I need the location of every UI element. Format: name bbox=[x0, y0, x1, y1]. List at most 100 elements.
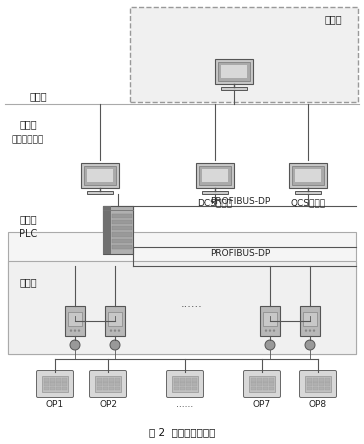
Bar bbox=[97, 387, 102, 390]
Bar bbox=[295, 191, 321, 194]
Bar bbox=[95, 376, 121, 392]
Bar bbox=[81, 163, 119, 188]
Bar bbox=[68, 312, 82, 325]
Text: DCS上位机: DCS上位机 bbox=[198, 198, 233, 207]
Bar bbox=[307, 378, 312, 381]
Bar bbox=[249, 376, 275, 392]
Bar bbox=[112, 238, 131, 243]
Bar bbox=[172, 376, 198, 392]
FancyBboxPatch shape bbox=[36, 370, 74, 397]
Bar bbox=[307, 382, 312, 386]
Bar bbox=[50, 378, 55, 381]
Bar bbox=[257, 387, 262, 390]
Bar bbox=[269, 382, 274, 386]
Bar bbox=[313, 382, 318, 386]
Bar bbox=[112, 245, 131, 249]
Bar bbox=[300, 306, 320, 336]
Bar bbox=[192, 378, 197, 381]
Text: ......: ...... bbox=[181, 299, 203, 309]
Bar bbox=[269, 387, 274, 390]
Bar bbox=[192, 382, 197, 386]
Bar bbox=[251, 387, 256, 390]
Bar bbox=[307, 387, 312, 390]
Bar bbox=[103, 382, 108, 386]
Bar bbox=[56, 378, 61, 381]
Text: 传动部上位机: 传动部上位机 bbox=[12, 135, 44, 144]
Bar bbox=[292, 166, 324, 185]
Bar bbox=[112, 226, 131, 230]
Bar bbox=[295, 170, 321, 182]
Bar bbox=[289, 163, 327, 188]
Bar bbox=[109, 387, 114, 390]
Bar bbox=[65, 306, 85, 336]
Bar bbox=[103, 387, 108, 390]
Text: PROFIBUS-DP: PROFIBUS-DP bbox=[210, 250, 270, 258]
Circle shape bbox=[265, 329, 267, 332]
Bar bbox=[186, 387, 191, 390]
Bar bbox=[202, 170, 228, 182]
Bar bbox=[87, 191, 113, 194]
Bar bbox=[263, 378, 268, 381]
Bar bbox=[180, 382, 185, 386]
Bar bbox=[112, 226, 131, 230]
Bar bbox=[87, 170, 113, 182]
Text: OP8: OP8 bbox=[309, 400, 327, 408]
Bar bbox=[103, 206, 111, 254]
Bar bbox=[130, 7, 358, 102]
Circle shape bbox=[110, 340, 120, 350]
Bar bbox=[44, 382, 49, 386]
Bar bbox=[221, 87, 247, 90]
Bar bbox=[202, 191, 228, 194]
FancyBboxPatch shape bbox=[90, 370, 127, 397]
Text: ......: ...... bbox=[177, 400, 194, 408]
Text: 第三级: 第三级 bbox=[19, 119, 37, 129]
Bar bbox=[62, 387, 67, 390]
Bar bbox=[174, 387, 179, 390]
Bar bbox=[62, 378, 67, 381]
Bar bbox=[325, 378, 331, 381]
Bar bbox=[103, 206, 111, 254]
Bar bbox=[112, 214, 131, 218]
Circle shape bbox=[74, 329, 76, 332]
Bar bbox=[269, 378, 274, 381]
Bar bbox=[319, 382, 324, 386]
Bar bbox=[97, 382, 102, 386]
Bar bbox=[192, 387, 197, 390]
FancyBboxPatch shape bbox=[300, 370, 336, 397]
Bar bbox=[50, 387, 55, 390]
Bar bbox=[112, 220, 131, 224]
Bar bbox=[174, 382, 179, 386]
Circle shape bbox=[78, 329, 80, 332]
Bar bbox=[180, 387, 185, 390]
Bar bbox=[112, 238, 131, 243]
Text: 以太网: 以太网 bbox=[29, 91, 47, 101]
Circle shape bbox=[309, 329, 311, 332]
Bar bbox=[180, 378, 185, 381]
Bar bbox=[263, 387, 268, 390]
Bar bbox=[56, 387, 61, 390]
Circle shape bbox=[118, 329, 120, 332]
Text: OP1: OP1 bbox=[46, 400, 64, 408]
Text: OP2: OP2 bbox=[99, 400, 117, 408]
Bar bbox=[115, 378, 120, 381]
Bar bbox=[319, 378, 324, 381]
Circle shape bbox=[313, 329, 315, 332]
Bar bbox=[44, 387, 49, 390]
Bar bbox=[44, 378, 49, 381]
Circle shape bbox=[110, 329, 112, 332]
Bar bbox=[251, 382, 256, 386]
Bar bbox=[103, 206, 133, 254]
Bar bbox=[186, 382, 191, 386]
Bar bbox=[325, 382, 331, 386]
Bar bbox=[8, 232, 356, 354]
FancyBboxPatch shape bbox=[166, 370, 203, 397]
Bar bbox=[112, 245, 131, 249]
Bar bbox=[103, 206, 133, 254]
Bar bbox=[112, 232, 131, 237]
Bar bbox=[257, 382, 262, 386]
Bar bbox=[199, 166, 231, 185]
Bar bbox=[263, 312, 277, 325]
Bar bbox=[257, 378, 262, 381]
Text: QCS上位机: QCS上位机 bbox=[290, 198, 325, 207]
Bar bbox=[313, 378, 318, 381]
